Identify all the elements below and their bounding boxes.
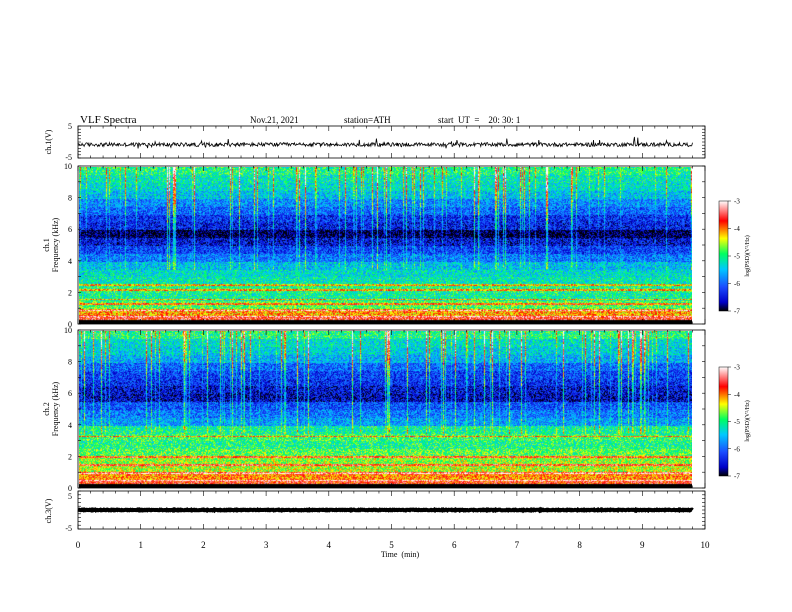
freq-tick-label: 6 <box>68 225 72 234</box>
ch1-ytick-bottom: -5 <box>65 153 72 162</box>
ch1-waveform-trace <box>77 136 693 149</box>
ch1-colorbar-label: log(PSD)(V²/Hz) <box>744 235 751 276</box>
ch2-freq-ticks: 10 8 6 4 2 0 <box>64 326 72 493</box>
freq-tick-label: 10 <box>64 162 72 171</box>
ch2-frequency-ylabel: Frequency (kHz) <box>51 381 60 436</box>
ch1-colorbar-ticks: -3 -4 -5 -6 -7 <box>728 198 740 316</box>
colorbar-tick-label: -4 <box>734 225 740 233</box>
ch1-waveform-ylabel: ch.1(V) <box>44 129 53 154</box>
freq-tick-label: 8 <box>68 194 72 203</box>
freq-tick-label: 8 <box>68 358 72 367</box>
colorbar-tick-label: -3 <box>734 198 740 206</box>
colorbar-tick-label: -4 <box>734 391 740 399</box>
time-tick-label: 10 <box>701 540 711 550</box>
time-tick-label: 5 <box>389 540 394 550</box>
time-axis-label: Time (min) <box>381 550 420 559</box>
time-axis: 0 1 2 3 4 5 6 7 8 9 10 <box>76 125 711 550</box>
time-tick-label: 9 <box>640 540 645 550</box>
ch3-ytick-top: 5 <box>68 492 72 501</box>
freq-tick-label: 4 <box>68 421 72 430</box>
start-time-label: start UT = 20: 30: 1 <box>438 115 520 125</box>
ch2-colorbar-label: log(PSD)(V²/Hz) <box>744 400 751 441</box>
colorbar-tick-label: -7 <box>734 308 740 316</box>
freq-tick-label: 0 <box>68 320 72 329</box>
ch3-waveform-panel: 5 -5 ch.3(V) <box>44 490 706 533</box>
ch1-waveform-panel: 5 -5 ch.1(V) <box>44 122 706 162</box>
colorbar-tick-label: -6 <box>734 280 740 288</box>
colorbar-tick-label: -6 <box>734 445 740 453</box>
ch3-ytick-bottom: -5 <box>65 524 72 533</box>
ch1-frequency-ylabel: Frequency (kHz) <box>51 217 60 272</box>
station-label: station=ATH <box>344 115 391 125</box>
ch3-waveform-trace <box>77 506 694 514</box>
time-tick-label: 6 <box>452 540 457 550</box>
colorbar-tick-label: -5 <box>734 418 740 426</box>
ch1-colorbar-gradient <box>718 200 729 312</box>
colorbar-tick-label: -5 <box>734 253 740 261</box>
ch1-channel-label: ch.1 <box>42 238 51 252</box>
time-tick-label: 8 <box>577 540 582 550</box>
time-tick-label: 0 <box>76 540 81 550</box>
freq-tick-label: 6 <box>68 389 72 398</box>
ch1-colorbar: -3 -4 -5 -6 -7 log(PSD)(V²/Hz) <box>718 198 751 316</box>
ch2-spectrogram-panel: 10 8 6 4 2 0 ch.2 Frequency (kHz) <box>42 326 706 493</box>
ch2-colorbar-gradient <box>718 366 729 477</box>
freq-tick-label: 2 <box>68 452 72 461</box>
colorbar-tick-label: -7 <box>734 473 740 481</box>
freq-tick-label: 10 <box>64 326 72 335</box>
freq-tick-label: 0 <box>68 484 72 493</box>
time-tick-label: 2 <box>201 540 206 550</box>
ch2-spectrogram-image <box>79 331 692 488</box>
ch3-waveform-ylabel: ch.3(V) <box>44 498 53 523</box>
time-tick-label: 3 <box>264 540 269 550</box>
ch2-channel-label: ch.2 <box>42 402 51 416</box>
time-tick-label: 1 <box>138 540 143 550</box>
time-tick-label: 4 <box>327 540 332 550</box>
freq-tick-label: 4 <box>68 257 72 266</box>
date-label: Nov.21, 2021 <box>250 115 299 125</box>
ch1-spectrogram-panel: 10 8 6 4 2 0 ch.1 Frequency (kHz) <box>42 162 706 329</box>
ch1-spectrogram-image <box>79 167 692 324</box>
colorbar-tick-label: -3 <box>734 364 740 372</box>
ch2-colorbar-ticks: -3 -4 -5 -6 -7 <box>728 364 740 481</box>
ch1-freq-ticks: 10 8 6 4 2 0 <box>64 162 72 329</box>
time-tick-label: 7 <box>515 540 520 550</box>
ch1-ytick-top: 5 <box>68 122 72 131</box>
figure-title: VLF Spectra <box>80 114 137 126</box>
freq-tick-label: 2 <box>68 288 72 297</box>
ch2-colorbar: -3 -4 -5 -6 -7 log(PSD)(V²/Hz) <box>718 364 751 481</box>
